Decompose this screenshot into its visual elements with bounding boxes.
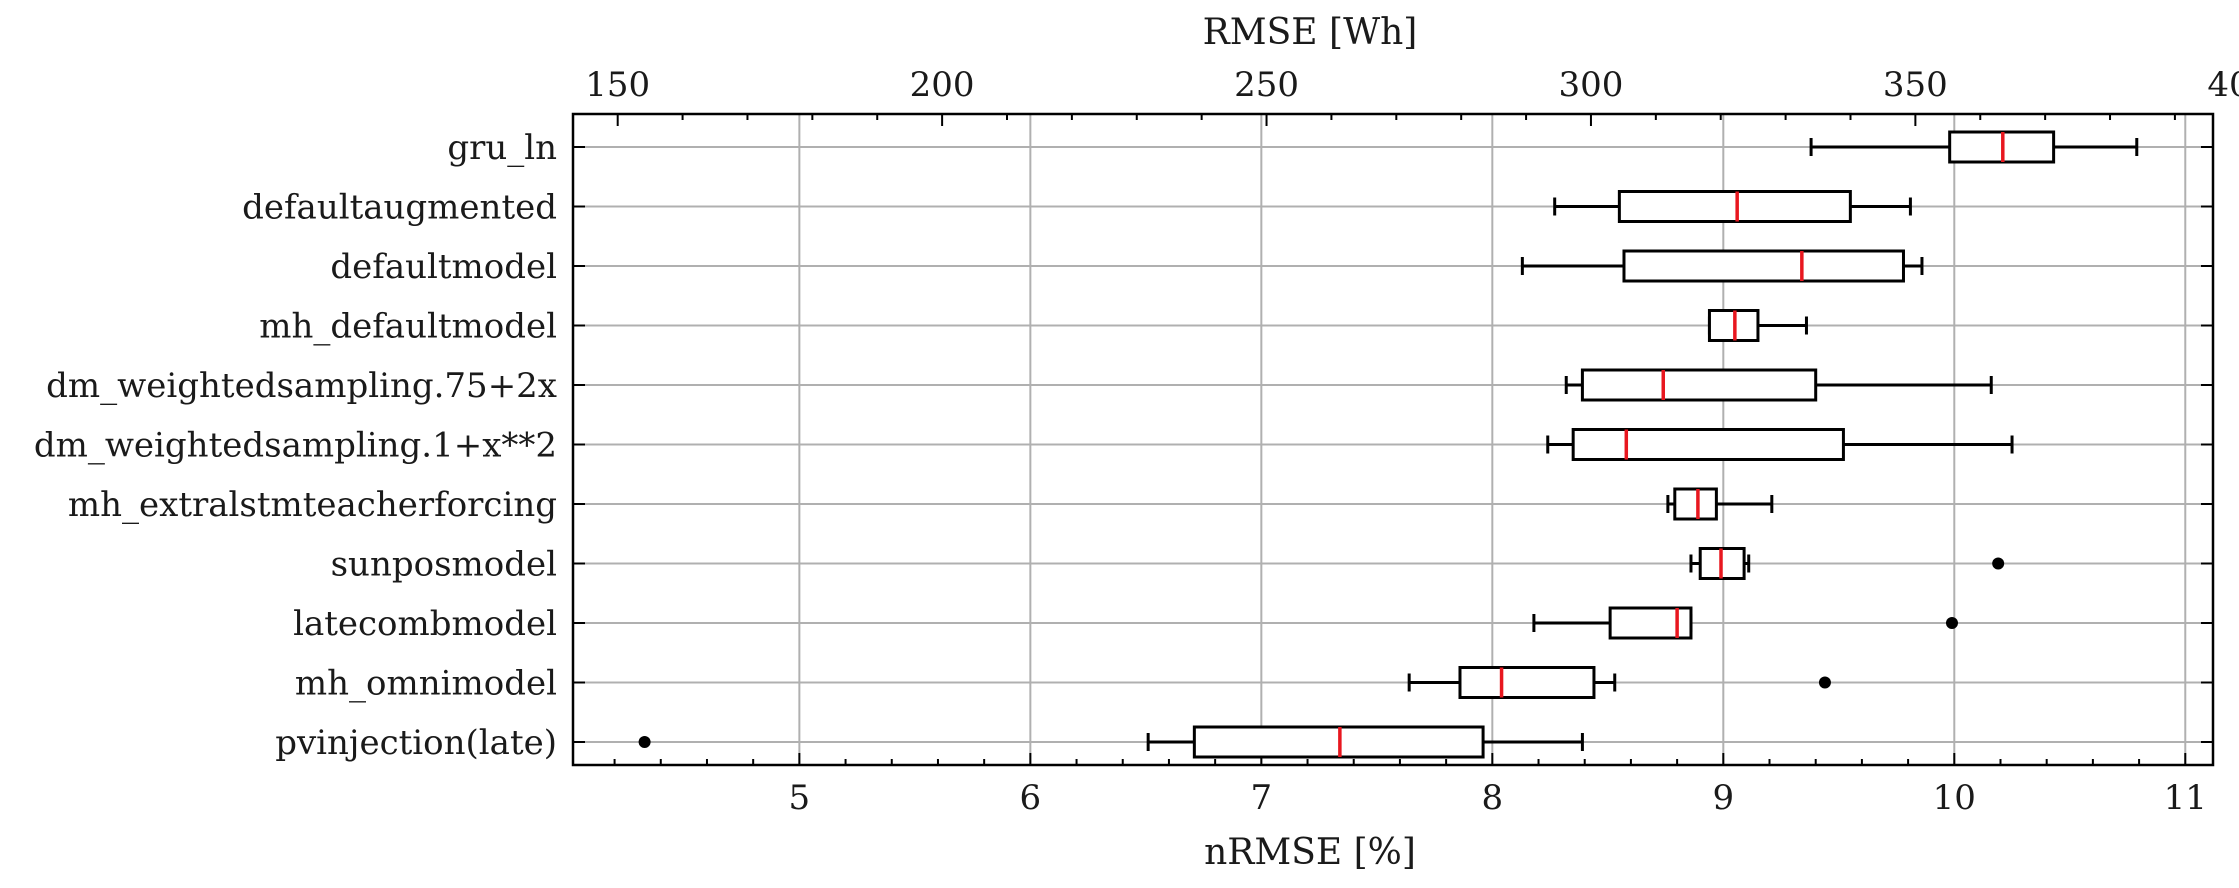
category-label: dm_weightedsampling.75+2x xyxy=(46,366,557,406)
iqr-box xyxy=(1617,190,1852,223)
box-mh_omnimodel xyxy=(1407,666,1831,699)
outlier-point xyxy=(1945,617,1958,629)
box-sunposmodel xyxy=(1689,547,2005,580)
plot-border xyxy=(571,112,2215,767)
plot-frame xyxy=(571,112,2215,767)
box-dm_weightedsampling.1+x**2 xyxy=(1546,428,2014,461)
category-label: pvinjection(late) xyxy=(275,723,557,763)
category-label: gru_ln xyxy=(447,128,557,168)
x2-tick-label: 200 xyxy=(910,65,975,105)
box-gru_ln xyxy=(1809,130,2139,164)
x2-tick-label: 250 xyxy=(1234,65,1299,105)
category-label: mh_extralstmteacherforcing xyxy=(68,485,557,525)
x2-tick-label: 350 xyxy=(1883,65,1948,105)
x2-axis-title: RMSE [Wh] xyxy=(1203,12,1418,53)
label-layer: 5 6 7 8 9 10 11 150 200 250 300 350 400 gru_lndefault… xyxy=(34,65,2239,818)
tick-layer xyxy=(573,114,2213,765)
x2-tick-label: 300 xyxy=(1559,65,1624,105)
box-defaultaugmented xyxy=(1553,190,1912,223)
category-label: mh_omnimodel xyxy=(295,664,557,704)
grid-layer xyxy=(573,114,2213,765)
category-label: defaultmodel xyxy=(330,247,557,287)
iqr-box xyxy=(1571,428,1845,461)
x2-tick-label: 150 xyxy=(585,65,650,105)
x-tick-label: 6 xyxy=(1020,778,1042,818)
outlier-point xyxy=(1818,676,1831,689)
iqr-box xyxy=(1458,666,1596,699)
box-mh_extralstmteacherforcing xyxy=(1666,487,1774,521)
outlier-point xyxy=(1992,557,2005,570)
x-tick-label: 9 xyxy=(1712,778,1734,818)
box-defaultmodel xyxy=(1520,249,1924,283)
outlier-point xyxy=(638,736,651,748)
iqr-box xyxy=(1622,249,1905,283)
category-label: sunposmodel xyxy=(331,545,557,585)
x2-tick-label: 400 xyxy=(2207,65,2239,105)
box-layer xyxy=(638,130,2139,759)
x-axis-title: nRMSE [%] xyxy=(1204,832,1416,873)
category-label: dm_weightedsampling.1+x**2 xyxy=(34,426,557,466)
box-mh_defaultmodel xyxy=(1707,309,1808,342)
box-pvinjection(late) xyxy=(638,725,1584,759)
iqr-box xyxy=(1673,487,1718,521)
category-label: latecombmodel xyxy=(293,604,557,644)
x-tick-label: 10 xyxy=(1933,778,1976,818)
x-tick-label: 8 xyxy=(1482,778,1504,818)
x-tick-label: 7 xyxy=(1251,778,1273,818)
iqr-box xyxy=(1580,368,1818,402)
x-tick-label: 5 xyxy=(789,778,811,818)
category-label: mh_defaultmodel xyxy=(259,307,557,347)
x-tick-label: 11 xyxy=(2164,778,2207,818)
box-dm_weightedsampling.75+2x xyxy=(1564,368,1993,402)
category-label: defaultaugmented xyxy=(242,188,557,228)
box-latecombmodel xyxy=(1532,606,1958,640)
